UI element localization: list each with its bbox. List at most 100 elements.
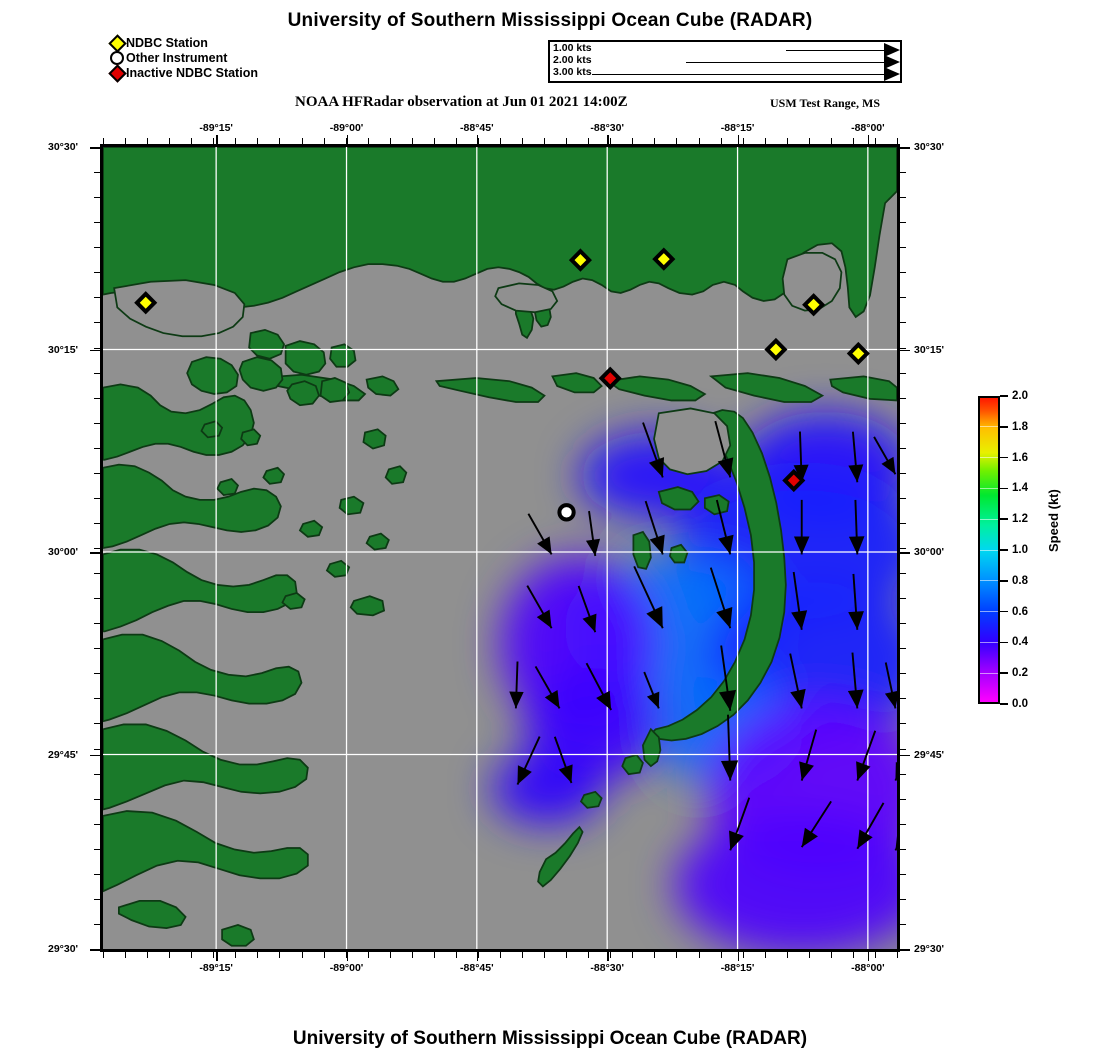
tick-lon-bottom	[676, 952, 678, 958]
major-tick-lat-left	[90, 147, 100, 149]
tick-lon-top	[213, 138, 215, 144]
tick-lon-bottom	[632, 952, 634, 958]
tick-lon-bottom	[235, 952, 237, 958]
vector-arrowhead	[895, 761, 897, 781]
colorbar-tick	[1000, 610, 1008, 613]
station-ndbc-6[interactable]	[846, 341, 870, 366]
tick-lon-bottom	[213, 952, 215, 958]
tick-lon-top	[257, 138, 259, 144]
land-polygon	[216, 478, 240, 497]
tick-lon-top	[235, 138, 237, 144]
current-vector	[527, 513, 553, 555]
tick-lat-right	[900, 698, 906, 700]
major-tick-lon-top	[867, 135, 870, 144]
tick-lat-left	[94, 823, 100, 825]
colorbar-gradient	[978, 396, 1000, 704]
speed-colorbar: 0.0 0.2 0.4 0.6 0.8 1.0 1.2 1.4 1.6 1.8 2.0	[978, 390, 1028, 710]
axis-label-lat-right: 29°30'	[914, 943, 945, 955]
current-vector	[884, 662, 897, 709]
current-vector	[800, 800, 832, 848]
tick-lon-bottom	[588, 952, 590, 958]
tick-lat-right	[900, 898, 906, 900]
tick-lat-right	[900, 648, 906, 650]
tick-lat-right	[900, 873, 906, 875]
tick-lon-top	[566, 138, 568, 144]
axis-label-lat-right: 29°45'	[914, 748, 945, 761]
tick-lat-left	[94, 522, 100, 524]
axis-label-lat-left: 29°30'	[48, 943, 79, 955]
tick-lat-right	[900, 598, 906, 600]
tick-lon-top	[654, 138, 656, 144]
velocity-scale-label: 2.00 kts	[553, 54, 592, 66]
current-vector	[534, 665, 561, 709]
tick-lon-bottom	[257, 952, 259, 958]
tick-lon-top	[764, 138, 766, 144]
tick-lat-right	[900, 472, 906, 474]
tick-lon-bottom	[897, 952, 898, 958]
water-inlet	[653, 407, 732, 476]
land-polygon	[668, 543, 689, 564]
colorbar-tick-label: 0.6	[1012, 605, 1028, 618]
station-inactive-1[interactable]	[598, 366, 622, 390]
tick-lon-bottom	[720, 952, 722, 958]
legend-label-ndbc: NDBC Station	[126, 36, 208, 50]
vector-arrowhead	[718, 689, 737, 711]
major-tick-lon-top	[346, 135, 349, 144]
land-polygon	[362, 428, 387, 450]
vector-arrowhead	[729, 830, 744, 851]
station-ndbc-2[interactable]	[568, 248, 592, 272]
station-ndbc-3[interactable]	[652, 247, 676, 271]
vector-arrowhead	[582, 613, 597, 633]
tick-lon-top	[720, 138, 722, 144]
tick-lat-right	[900, 222, 906, 224]
current-vector	[643, 671, 660, 709]
legend-label-inactive: Inactive NDBC Station	[126, 66, 258, 80]
tick-lat-left	[94, 898, 100, 900]
axis-label-lat-left: 29°45'	[48, 748, 79, 761]
station-ndbc-4[interactable]	[802, 293, 826, 317]
velocity-scale-box: 1.00 kts 2.00 kts 3.00 kts	[548, 40, 902, 83]
land-polygon	[103, 633, 303, 723]
velocity-scale-row: 3.00 kts	[550, 66, 900, 81]
station-ndbc-5[interactable]	[764, 337, 788, 362]
tick-lat-left	[94, 247, 100, 249]
water-inlet	[781, 251, 843, 312]
land-polygon	[829, 375, 897, 402]
land-polygon	[103, 463, 282, 549]
station-other-1[interactable]	[557, 503, 576, 522]
current-vector	[709, 567, 733, 629]
colorbar-gridline	[980, 549, 998, 551]
station-markers[interactable]	[134, 247, 870, 522]
major-tick-lon-bottom	[476, 952, 479, 961]
tick-lat-left	[94, 598, 100, 600]
tick-lon-top	[830, 138, 832, 144]
tick-lat-right	[900, 723, 906, 725]
tick-lon-top	[676, 138, 678, 144]
vector-arrowhead	[649, 534, 665, 555]
tick-lon-top	[345, 138, 347, 144]
current-vector	[856, 802, 885, 850]
tick-lat-left	[94, 397, 100, 399]
radar-map[interactable]	[100, 144, 900, 952]
axis-label-lat-right: 30°15'	[914, 343, 945, 356]
land-polygon	[286, 380, 320, 407]
colorbar-gridline	[980, 426, 998, 428]
station-ndbc-1[interactable]	[134, 291, 158, 315]
colorbar-tick	[1000, 641, 1008, 644]
station-inactive-2[interactable]	[782, 468, 806, 493]
tick-lon-bottom	[301, 952, 303, 958]
tick-lat-right	[900, 522, 906, 524]
axis-label-lon-bottom: -88°30'	[590, 962, 624, 974]
vector-arrowhead	[509, 691, 524, 709]
tick-lon-bottom	[103, 952, 104, 958]
colorbar-tick-label: 1.2	[1012, 513, 1028, 526]
major-tick-lon-top	[216, 135, 218, 144]
major-tick-lat-right	[900, 147, 910, 149]
vector-arrowhead	[558, 764, 573, 783]
tick-lat-left	[94, 798, 100, 800]
tick-lon-bottom	[830, 952, 832, 958]
tick-lon-bottom	[345, 952, 347, 958]
vector-arrowhead	[717, 457, 734, 478]
axis-label-lat-left: 30°15'	[48, 343, 79, 356]
colorbar-tick-label: 1.6	[1012, 451, 1028, 464]
